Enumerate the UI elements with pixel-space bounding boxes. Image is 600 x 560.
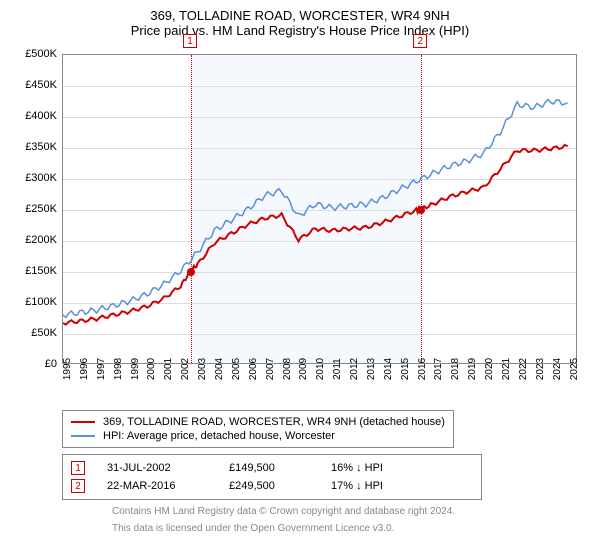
- legend-row: HPI: Average price, detached house, Worc…: [71, 429, 445, 443]
- transaction-price: £149,500: [229, 462, 309, 474]
- transaction-price: £249,500: [229, 480, 309, 492]
- y-tick-label: £0: [45, 358, 57, 370]
- legend-label: 369, TOLLADINE ROAD, WORCESTER, WR4 9NH …: [103, 416, 445, 428]
- y-tick-label: £200K: [25, 234, 57, 246]
- series-price_paid: [63, 145, 568, 325]
- marker-box-2: 2: [413, 34, 427, 48]
- legend-swatch: [71, 435, 95, 437]
- transaction-delta: 17% ↓ HPI: [331, 480, 383, 492]
- legend: 369, TOLLADINE ROAD, WORCESTER, WR4 9NH …: [62, 410, 454, 448]
- chart-area: £0 £50K £100K £150K £200K £250K £300K £350K £400…: [12, 44, 587, 404]
- transaction-date: 31-JUL-2002: [107, 462, 207, 474]
- legend-label: HPI: Average price, detached house, Worc…: [103, 430, 335, 442]
- y-tick-label: £300K: [25, 172, 57, 184]
- y-tick-label: £500K: [25, 48, 57, 60]
- marker-box-1: 1: [183, 34, 197, 48]
- transaction-row: 2 22-MAR-2016 £249,500 17% ↓ HPI: [71, 477, 473, 495]
- transaction-row: 1 31-JUL-2002 £149,500 16% ↓ HPI: [71, 459, 473, 477]
- y-tick-label: £150K: [25, 265, 57, 277]
- y-tick-label: £350K: [25, 141, 57, 153]
- transaction-marker: 2: [71, 479, 85, 493]
- transaction-delta: 16% ↓ HPI: [331, 462, 383, 474]
- transaction-marker: 1: [71, 461, 85, 475]
- y-tick-label: £50K: [31, 327, 57, 339]
- transaction-date: 22-MAR-2016: [107, 480, 207, 492]
- chart-title: 369, TOLLADINE ROAD, WORCESTER, WR4 9NH: [12, 8, 588, 23]
- chart-subtitle: Price paid vs. HM Land Registry's House …: [12, 23, 588, 38]
- series-hpi: [63, 99, 568, 317]
- attribution-line1: Contains HM Land Registry data © Crown c…: [112, 506, 588, 517]
- line-svg: [63, 55, 576, 363]
- y-tick-label: £450K: [25, 79, 57, 91]
- y-tick-label: £100K: [25, 296, 57, 308]
- legend-row: 369, TOLLADINE ROAD, WORCESTER, WR4 9NH …: [71, 415, 445, 429]
- legend-swatch: [71, 421, 95, 423]
- y-tick-label: £400K: [25, 110, 57, 122]
- plot-area: [62, 54, 577, 364]
- y-tick-label: £250K: [25, 203, 57, 215]
- attribution-line2: This data is licensed under the Open Gov…: [112, 523, 588, 534]
- transactions-table: 1 31-JUL-2002 £149,500 16% ↓ HPI 2 22-MAR-201…: [62, 454, 482, 500]
